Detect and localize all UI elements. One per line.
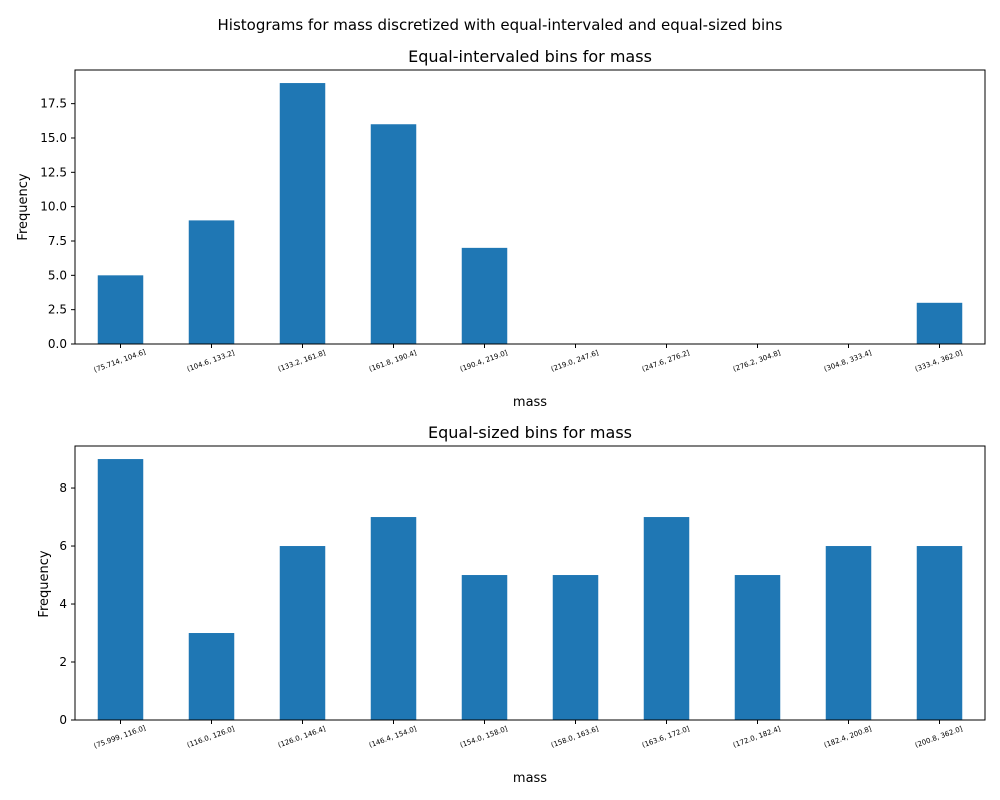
y-tick-label: 6 (59, 539, 67, 553)
x-tick-label: (247.6, 276.2] (641, 349, 691, 374)
x-tick-label: (276.2, 304.8] (732, 349, 782, 374)
bar (825, 546, 872, 720)
y-tick-label: 2 (59, 655, 67, 669)
y-tick-label: 4 (59, 597, 67, 611)
x-tick-label: (116.0, 126.0] (186, 725, 236, 750)
x-tick-label: (104.6, 133.2] (186, 349, 236, 374)
bar (916, 546, 963, 720)
y-tick-label: 15.0 (40, 131, 67, 145)
x-tick-label: (133.2, 161.8] (277, 349, 327, 374)
figure-suptitle: Histograms for mass discretized with equ… (218, 16, 783, 34)
y-tick-label: 12.5 (40, 165, 67, 179)
bar (370, 517, 417, 720)
x-axis: (75.714, 104.6] (104.6, 133.2] (133.2, 161… (93, 344, 964, 374)
x-tick-label: (75.714, 104.6] (93, 348, 147, 374)
chart-equal-sized: Equal-sized bins for mass 0 2 4 6 8 (75.999,… (37, 423, 986, 786)
bar (643, 517, 690, 720)
y-tick-label: 0.0 (48, 337, 67, 351)
y-tick-label: 7.5 (48, 234, 67, 248)
x-tick-label: (219.0, 247.6] (550, 349, 600, 374)
bar (461, 575, 508, 720)
x-tick-label: (172.0, 182.4] (732, 725, 782, 750)
bar (916, 302, 963, 344)
x-tick-label: (304.8, 333.4] (823, 349, 873, 374)
y-axis-label: Frequency (37, 550, 52, 617)
x-tick-label: (154.0, 158.0] (459, 725, 509, 750)
x-tick-label: (146.4, 154.0] (368, 725, 418, 750)
plot-frame (74, 69, 986, 345)
bar (552, 575, 599, 720)
bar (188, 633, 235, 720)
plot-frame (74, 445, 986, 721)
x-tick-label: (158.0, 163.6] (550, 725, 600, 750)
chart-title: Equal-sized bins for mass (428, 423, 632, 442)
bar (279, 83, 326, 345)
x-axis-label: mass (513, 771, 547, 786)
bar (188, 220, 235, 344)
x-axis-label: mass (513, 395, 547, 410)
bar (734, 575, 781, 720)
y-tick-label: 5.0 (48, 268, 67, 282)
x-tick-label: (126.0, 146.4] (277, 725, 327, 750)
y-axis: 0 2 4 6 8 (59, 481, 75, 727)
y-axis: 0.0 2.5 5.0 7.5 10.0 12.5 15.0 17.5 (40, 97, 75, 351)
x-tick-label: (163.6, 172.0] (641, 725, 691, 750)
x-tick-label: (182.4, 200.8] (823, 725, 873, 750)
x-axis: (75.999, 116.0] (116.0, 126.0] (126.0, 146… (93, 720, 964, 750)
bar (97, 459, 144, 720)
y-axis-label: Frequency (16, 173, 31, 240)
bar (279, 546, 326, 720)
chart-equal-intervaled: Equal-intervaled bins for mass 0.0 2.5 5.0… (16, 47, 986, 410)
bar (461, 247, 508, 344)
y-tick-label: 17.5 (40, 97, 67, 111)
y-tick-label: 10.0 (40, 200, 67, 214)
chart-title: Equal-intervaled bins for mass (408, 47, 652, 66)
bars (97, 459, 963, 720)
bar (97, 275, 144, 344)
y-tick-label: 8 (59, 481, 67, 495)
x-tick-label: (333.4, 362.0] (914, 349, 964, 374)
bar (370, 124, 417, 344)
x-tick-label: (200.8, 362.0] (914, 725, 964, 750)
x-tick-label: (190.4, 219.0] (459, 349, 509, 374)
x-tick-label: (161.8, 190.4] (368, 349, 418, 374)
y-tick-label: 2.5 (48, 303, 67, 317)
bars (97, 83, 963, 345)
y-tick-label: 0 (59, 713, 67, 727)
x-tick-label: (75.999, 116.0] (93, 724, 147, 750)
